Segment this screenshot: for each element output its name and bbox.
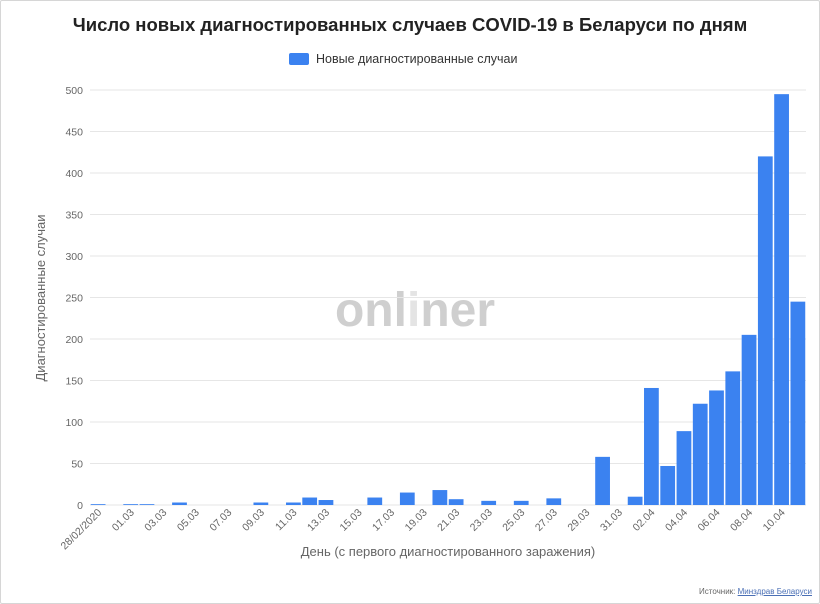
source-label: Источник: xyxy=(699,587,736,596)
x-tick-label: 27.03 xyxy=(533,507,560,534)
x-tick-label: 28/02/2020 xyxy=(59,507,105,553)
y-tick-label: 250 xyxy=(65,293,83,305)
bar[interactable] xyxy=(318,500,334,505)
x-tick-label: 29.03 xyxy=(565,507,592,534)
x-axis-label: День (с первого диагностированного зараж… xyxy=(301,544,596,559)
y-tick-label: 0 xyxy=(77,500,83,512)
legend-label: Новые диагностированные случаи xyxy=(316,52,518,66)
x-tick-label: 08.04 xyxy=(728,507,755,534)
x-tick-label: 11.03 xyxy=(273,507,300,534)
x-tick-label: 25.03 xyxy=(500,507,527,534)
svg-text:onliner: onliner xyxy=(335,284,495,337)
bar[interactable] xyxy=(448,499,464,505)
bar[interactable] xyxy=(595,456,610,505)
onliner-watermark: onliner xyxy=(335,284,495,337)
bar[interactable] xyxy=(676,431,692,505)
y-tick-label: 450 xyxy=(65,127,83,139)
y-tick-label: 150 xyxy=(65,376,83,388)
bar[interactable] xyxy=(725,371,741,505)
y-axis-label: Диагностированные случаи xyxy=(33,214,48,381)
bar[interactable] xyxy=(790,301,806,505)
bars xyxy=(90,94,806,506)
x-tick-label: 01.03 xyxy=(110,507,137,534)
legend[interactable]: Новые диагностированные случаи xyxy=(289,51,517,67)
bar[interactable] xyxy=(302,497,318,505)
gridlines xyxy=(90,89,806,506)
chart-title: Число новых диагностированных случаев CO… xyxy=(72,14,748,35)
bar[interactable] xyxy=(253,502,269,505)
bar[interactable] xyxy=(139,504,155,505)
x-tick-label: 02.04 xyxy=(630,507,657,534)
x-tick-label: 04.04 xyxy=(663,507,690,534)
bar[interactable] xyxy=(692,403,708,505)
bar[interactable] xyxy=(774,94,789,506)
x-tick-label: 13.03 xyxy=(305,507,332,534)
bar[interactable] xyxy=(432,490,448,505)
y-tick-label: 400 xyxy=(65,168,83,180)
source-link[interactable]: Минздрав Беларуси xyxy=(737,587,812,596)
y-tick-label: 50 xyxy=(71,459,83,471)
source-note: Источник: Минздрав Беларуси xyxy=(699,587,812,596)
y-tick-label: 300 xyxy=(65,251,83,263)
y-tick-label: 350 xyxy=(65,210,83,222)
bar[interactable] xyxy=(546,498,562,505)
x-tick-label: 06.04 xyxy=(696,507,723,534)
x-tick-label: 10.04 xyxy=(761,507,788,534)
bar[interactable] xyxy=(286,502,301,505)
x-tick-label: 07.03 xyxy=(207,507,234,534)
bar[interactable] xyxy=(741,334,757,505)
x-tick-label: 15.03 xyxy=(338,507,365,534)
x-tick-label: 17.03 xyxy=(370,507,397,534)
y-tick-label: 100 xyxy=(65,417,83,429)
bar[interactable] xyxy=(90,504,106,505)
x-tick-label: 19.03 xyxy=(403,507,430,534)
bar[interactable] xyxy=(660,465,676,505)
y-tick-label: 200 xyxy=(65,334,83,346)
x-tick-label: 05.03 xyxy=(175,507,202,534)
bar[interactable] xyxy=(367,497,383,505)
bar[interactable] xyxy=(481,500,497,505)
x-tick-label: 09.03 xyxy=(240,507,267,534)
x-tick-label: 21.03 xyxy=(435,507,462,534)
watermark-text-2: i xyxy=(407,284,420,337)
bar[interactable] xyxy=(757,156,773,505)
bar[interactable] xyxy=(709,390,724,505)
y-axis-ticks: 0 50 100 150 200 250 300 350 400 450 500 xyxy=(65,85,83,512)
bar[interactable] xyxy=(399,492,415,505)
watermark-text-3: ner xyxy=(420,284,495,337)
x-tick-label: 31.03 xyxy=(598,507,625,534)
x-tick-label: 03.03 xyxy=(142,507,169,534)
bar[interactable] xyxy=(172,502,187,505)
watermark-text-1: onl xyxy=(335,284,407,337)
bar[interactable] xyxy=(513,500,529,505)
bar[interactable] xyxy=(627,496,643,505)
y-tick-label: 500 xyxy=(65,85,83,97)
x-tick-label: 23.03 xyxy=(468,507,495,534)
legend-swatch xyxy=(289,53,309,65)
bar[interactable] xyxy=(123,504,139,505)
bar[interactable] xyxy=(644,387,659,505)
